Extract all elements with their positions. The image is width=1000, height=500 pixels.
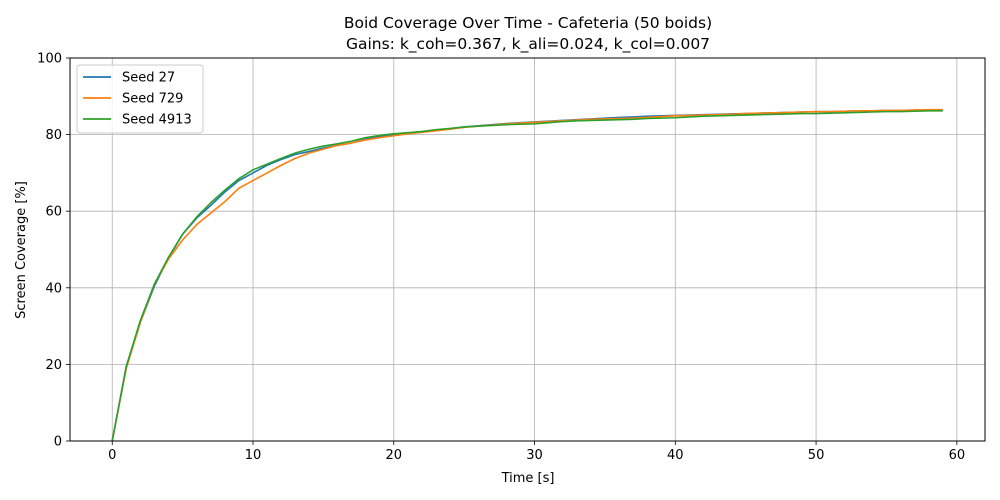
- legend-box: [76, 64, 204, 134]
- y-tick-label: 0: [54, 435, 62, 450]
- y-tick-label: 100: [37, 52, 62, 67]
- chart-title: Boid Coverage Over Time - Cafeteria (50 …: [344, 14, 712, 32]
- y-tick-label: 80: [45, 128, 62, 143]
- series-lines: [111, 108, 943, 442]
- x-tick-label: 0: [108, 448, 116, 463]
- series-line-3: [111, 110, 943, 442]
- chart-subtitle: Gains: k_coh=0.367, k_ali=0.024, k_col=0…: [346, 35, 710, 54]
- grid-lines: [70, 57, 985, 442]
- x-tick-label: 50: [808, 448, 825, 463]
- legend-label-1: Seed 27: [122, 71, 175, 86]
- x-tick-label: 40: [667, 448, 684, 463]
- x-tick-label: 20: [385, 448, 402, 463]
- y-axis-ticks: 0 20 40 60 80 100: [37, 52, 70, 450]
- y-tick-label: 20: [45, 358, 62, 373]
- x-tick-label: 60: [949, 448, 966, 463]
- x-tick-label: 30: [526, 448, 543, 463]
- y-tick-label: 60: [45, 205, 62, 220]
- series-line-2: [111, 108, 943, 442]
- y-tick-label: 40: [45, 281, 62, 296]
- x-tick-label: 10: [245, 448, 262, 463]
- legend: Seed 27 Seed 729 Seed 4913: [76, 64, 204, 134]
- x-axis-label: Time [s]: [501, 471, 555, 486]
- plot-frame: [69, 57, 986, 442]
- series-line-1: [111, 109, 943, 442]
- x-axis-ticks: 0 10 20 30 40 50 60: [108, 441, 965, 463]
- legend-label-3: Seed 4913: [122, 113, 192, 128]
- legend-label-2: Seed 729: [122, 92, 183, 107]
- y-axis-label: Screen Coverage [%]: [14, 181, 29, 319]
